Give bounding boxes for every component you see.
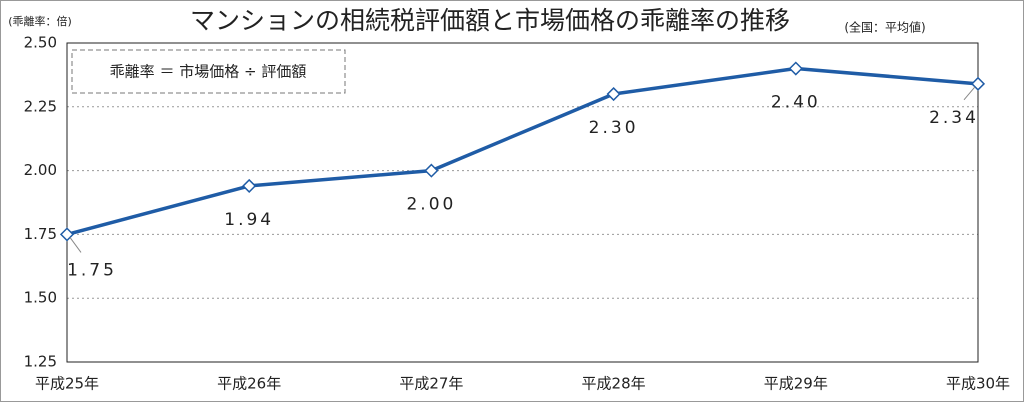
- data-point: [424, 163, 439, 178]
- y-axis-label: (乖離率：倍): [8, 14, 72, 28]
- x-tick-label: 平成27年: [399, 375, 463, 393]
- y-tick-label: 1.75: [24, 225, 57, 243]
- value-label: 2.34: [929, 108, 979, 128]
- plot-border: [66, 42, 979, 363]
- data-point: [242, 178, 257, 193]
- value-label: 2.00: [406, 195, 456, 215]
- value-label: 2.30: [589, 118, 639, 138]
- leader-line: [69, 237, 82, 253]
- y-tick-label: 2.50: [24, 34, 57, 52]
- value-label: 1.94: [224, 210, 274, 230]
- y-tick-label: 1.50: [24, 289, 57, 307]
- data-line: [66, 66, 979, 237]
- data-point: [788, 61, 803, 76]
- x-tick-label: 平成30年: [946, 375, 1010, 393]
- data-point: [606, 86, 621, 102]
- x-tick-label: 平成28年: [582, 375, 646, 393]
- x-tick-label: 平成26年: [217, 375, 281, 393]
- value-label: 1.75: [67, 260, 117, 280]
- chart-title: マンションの相続税評価額と市場価格の乖離率の推移: [190, 6, 790, 35]
- chart-subtitle: (全国：平均値): [844, 20, 925, 35]
- leader-line: [963, 86, 976, 101]
- y-tick-label: 1.25: [24, 353, 57, 371]
- annotation-box: [71, 49, 346, 94]
- x-tick-label: 平成25年: [35, 375, 99, 393]
- x-tick-label: 平成29年: [764, 375, 828, 393]
- annotation: 乖離率 ＝ 市場価格 ÷ 評価額: [110, 63, 307, 81]
- y-tick-label: 2.00: [24, 161, 57, 179]
- value-label: 2.40: [771, 93, 821, 113]
- y-tick-label: 2.25: [24, 97, 57, 115]
